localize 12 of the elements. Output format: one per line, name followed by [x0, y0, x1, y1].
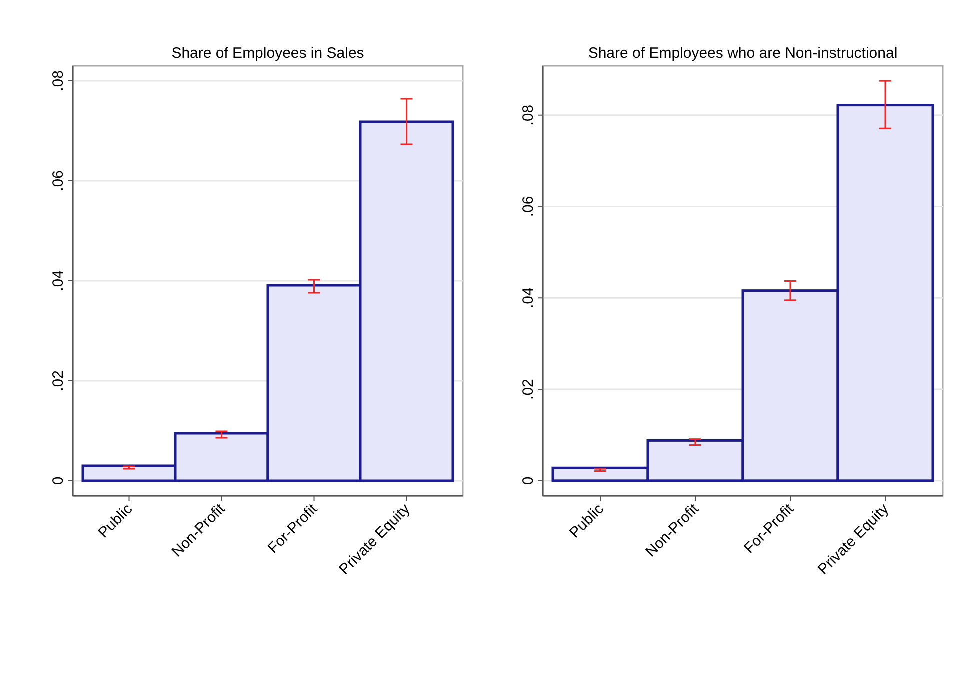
- y-tick-label: 0: [520, 476, 537, 486]
- y-tick-label: .08: [50, 70, 67, 92]
- y-tick-label: .08: [520, 104, 537, 126]
- y-tick-label: .04: [520, 288, 537, 309]
- y-tick-label: .04: [50, 270, 67, 292]
- y-tick-label: .02: [520, 379, 537, 400]
- y-tick-label: .06: [520, 196, 537, 218]
- chart-title: Share of Employees who are Non-instructional: [588, 45, 898, 62]
- y-tick-label: .02: [50, 370, 67, 392]
- y-tick-label: .06: [50, 170, 67, 192]
- y-tick-label: 0: [50, 476, 67, 486]
- chart-title: Share of Employees in Sales: [172, 45, 364, 62]
